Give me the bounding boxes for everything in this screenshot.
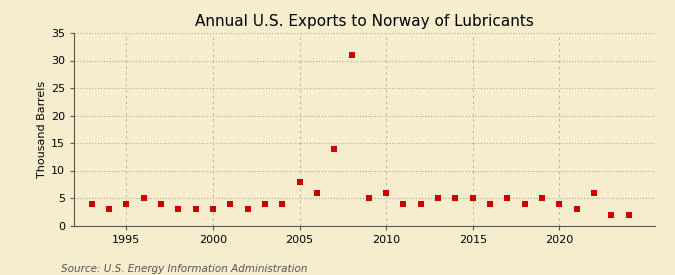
Point [433,196,443,200]
Point [242,207,253,211]
Point [86,201,97,206]
Point [415,201,426,206]
Point [329,146,340,151]
Point [311,190,322,195]
Point [381,190,392,195]
Point [467,196,478,200]
Text: Source: U.S. Energy Information Administration: Source: U.S. Energy Information Administ… [61,264,307,274]
Point [571,207,582,211]
Point [554,201,565,206]
Point [537,196,547,200]
Point [259,201,270,206]
Title: Annual U.S. Exports to Norway of Lubricants: Annual U.S. Exports to Norway of Lubrica… [195,14,534,29]
Point [294,179,305,184]
Point [606,212,617,217]
Point [502,196,513,200]
Point [623,212,634,217]
Point [277,201,288,206]
Point [519,201,530,206]
Point [173,207,184,211]
Point [121,201,132,206]
Point [225,201,236,206]
Point [138,196,149,200]
Point [589,190,599,195]
Point [398,201,409,206]
Point [207,207,218,211]
Point [155,201,166,206]
Point [103,207,114,211]
Point [190,207,201,211]
Point [346,53,357,57]
Point [450,196,461,200]
Y-axis label: Thousand Barrels: Thousand Barrels [37,81,47,178]
Point [363,196,374,200]
Point [485,201,495,206]
